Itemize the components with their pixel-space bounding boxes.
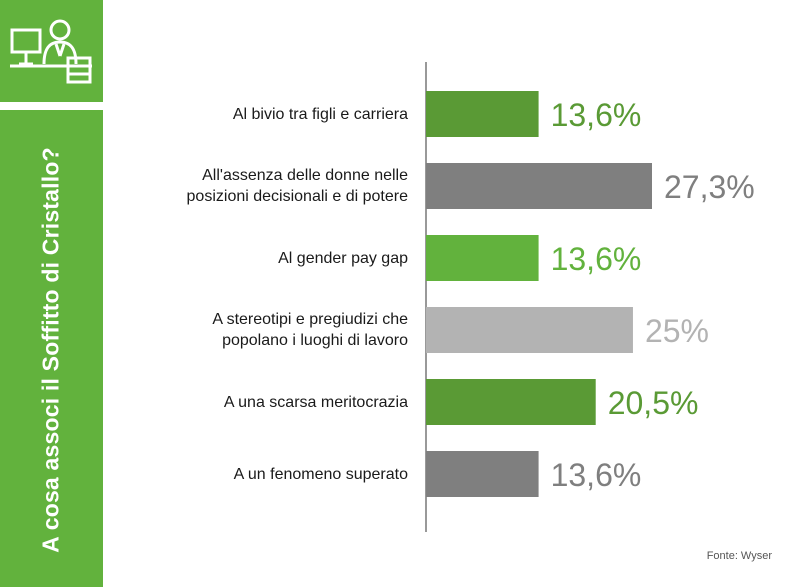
data-label: 13,6%	[551, 97, 642, 133]
sidebar-logo-panel	[0, 0, 103, 102]
bar	[426, 379, 596, 425]
data-label: 13,6%	[551, 457, 642, 493]
bar	[426, 307, 633, 353]
bar	[426, 451, 539, 497]
bar	[426, 235, 539, 281]
data-label: 13,6%	[551, 241, 642, 277]
bar	[426, 91, 539, 137]
office-worker-desk-icon	[10, 19, 92, 84]
category-label: Al bivio tra figli e carriera	[232, 105, 408, 123]
data-label: 25%	[645, 313, 709, 349]
category-label: A stereotipi e pregiudizi che popolano i…	[212, 311, 408, 349]
category-label: All'assenza delle donne nelle posizioni …	[186, 167, 408, 205]
bar	[426, 163, 652, 209]
source-note: Fonte: Wyser	[706, 550, 772, 562]
category-label: A un fenomeno superato	[233, 465, 408, 483]
category-label: Al gender pay gap	[278, 249, 408, 267]
category-label: A una scarsa meritocrazia	[223, 393, 408, 411]
data-label: 20,5%	[608, 385, 699, 421]
sidebar-title-panel	[0, 110, 103, 587]
data-label: 27,3%	[664, 169, 755, 205]
